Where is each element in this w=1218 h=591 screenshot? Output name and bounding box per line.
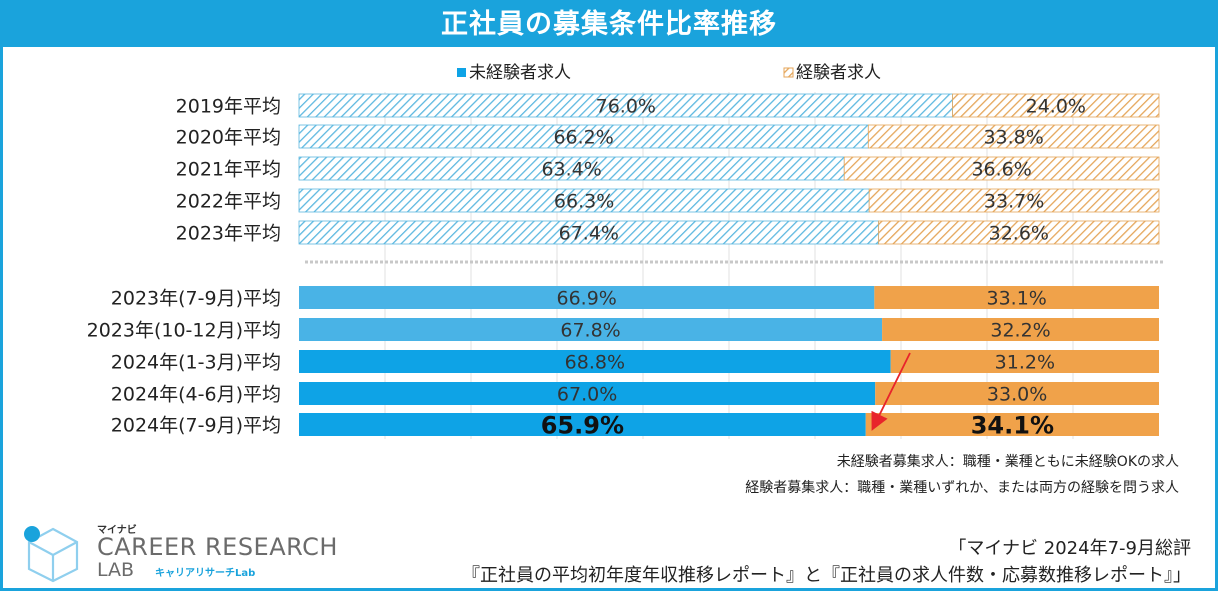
value-label-inexperienced: 67.0% <box>557 384 617 406</box>
value-label-experienced: 33.0% <box>987 384 1047 406</box>
logo-lab-text: LAB <box>97 559 135 581</box>
value-label-inexperienced: 66.3% <box>554 191 614 213</box>
bar-experienced <box>882 318 1159 341</box>
legend-label-inexperienced: 未経験者求人 <box>469 63 571 83</box>
value-label-inexperienced: 67.8% <box>560 320 620 342</box>
bar-experienced <box>865 413 1159 436</box>
category-label: 2023年(10-12月)平均 <box>87 320 281 342</box>
logo-japanese-text: キャリアリサーチLab <box>155 568 256 579</box>
value-label-inexperienced: 66.9% <box>556 288 616 310</box>
category-label: 2024年(1-3月)平均 <box>111 352 281 374</box>
legend-swatch-experienced <box>783 67 794 78</box>
category-label: 2023年平均 <box>176 223 281 245</box>
value-label-inexperienced: 68.8% <box>565 352 625 374</box>
value-label-experienced: 34.1% <box>971 412 1054 440</box>
category-label: 2024年(4-6月)平均 <box>111 384 281 406</box>
logo-mynavi-text: マイナビ <box>97 525 137 536</box>
category-label: 2020年平均 <box>176 127 281 149</box>
value-label-inexperienced: 67.4% <box>559 223 619 245</box>
value-labels: 76.0% 24.0% 66.2% 33.8% 63.4% 36.6% 66.3% 33.7%… <box>541 96 1086 440</box>
category-label: 2019年平均 <box>176 96 281 118</box>
note-inexperienced-definition: 未経験者募集求人：職種・業種ともに未経験OKの求人 <box>836 454 1179 470</box>
category-label: 2021年平均 <box>176 159 281 181</box>
bar-experienced <box>878 220 1160 245</box>
bar-inexperienced <box>299 286 875 309</box>
bar-experienced <box>874 286 1159 309</box>
source-citation-line1: 「マイナビ 2024年7-9月総評 <box>948 538 1191 559</box>
category-labels: 2019年平均 2020年平均 2021年平均 2022年平均 2023年平均 2023年… <box>87 96 281 437</box>
value-label-experienced: 36.6% <box>971 159 1031 181</box>
logo-mark-icon <box>24 526 79 583</box>
stacked-bar-chart: 未経験者求人 経験者求人 2019年平均 2020年平均 2021年平均 2022年平… <box>87 63 1163 440</box>
bar-experienced <box>890 350 1159 373</box>
note-experienced-definition: 経験者募集求人：職種・業種いずれか、または両方の経験を問う求人 <box>745 480 1179 496</box>
value-label-experienced: 31.2% <box>995 352 1055 374</box>
gridlines <box>384 92 1074 439</box>
bar-experienced <box>875 382 1159 405</box>
value-label-experienced: 33.1% <box>986 288 1046 310</box>
bars <box>298 93 1160 436</box>
bar-experienced <box>952 93 1160 118</box>
bar-inexperienced <box>299 350 891 373</box>
value-label-experienced: 33.7% <box>984 191 1044 213</box>
bar-inexperienced <box>299 413 866 436</box>
value-label-experienced: 32.2% <box>990 320 1050 342</box>
legend-label-experienced: 経験者求人 <box>796 63 881 83</box>
logo-career-research-text: CAREER RESEARCH <box>97 533 338 561</box>
bar-experienced <box>868 188 1160 213</box>
chart-title: 正社員の募集条件比率推移 <box>3 3 1215 47</box>
value-label-inexperienced: 63.4% <box>541 159 601 181</box>
bar-experienced <box>843 156 1160 181</box>
value-label-experienced: 24.0% <box>1026 96 1086 118</box>
bar-inexperienced <box>299 318 883 341</box>
trend-arrow <box>871 352 911 431</box>
value-label-inexperienced: 65.9% <box>541 412 624 440</box>
value-label-inexperienced: 66.2% <box>553 127 613 149</box>
career-research-lab-logo: マイナビ CAREER RESEARCH LAB キャリアリサーチLab <box>21 521 337 585</box>
legend-swatch-inexperienced <box>457 68 466 77</box>
category-label: 2024年(7-9月)平均 <box>111 415 281 437</box>
value-label-experienced: 32.6% <box>989 223 1049 245</box>
source-citation-line2: 『正社員の平均初年度年収推移レポート』と『正社員の求人件数・応募数推移レポート』… <box>462 565 1191 586</box>
value-label-experienced: 33.8% <box>983 127 1043 149</box>
bar-inexperienced <box>299 382 876 405</box>
category-label: 2023年(7-9月)平均 <box>111 288 281 310</box>
value-label-inexperienced: 76.0% <box>596 96 656 118</box>
bar-experienced <box>867 124 1160 149</box>
category-label: 2022年平均 <box>176 191 281 213</box>
chart-legend: 未経験者求人 経験者求人 <box>457 63 881 83</box>
